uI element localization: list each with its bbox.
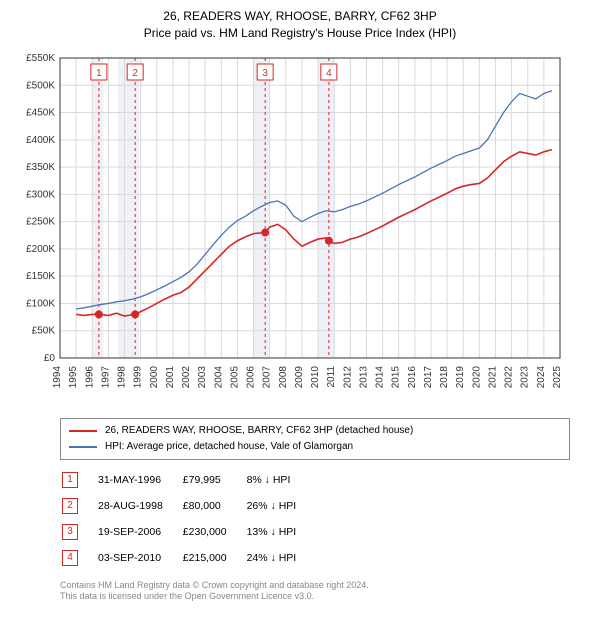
x-tick-label: 2025 — [552, 365, 563, 388]
x-tick-label: 2010 — [310, 365, 321, 388]
x-tick-label: 2001 — [165, 365, 176, 388]
event-marker: 3 — [62, 524, 78, 540]
event-delta: 24% ↓ HPI — [247, 546, 315, 570]
event-marker: 4 — [62, 550, 78, 566]
x-tick-label: 2009 — [294, 365, 305, 388]
event-delta: 8% ↓ HPI — [247, 468, 315, 492]
x-tick-label: 2005 — [229, 365, 240, 388]
x-tick-label: 1996 — [84, 365, 95, 388]
y-tick-label: £500K — [26, 80, 55, 91]
event-row: 4 03-SEP-2010£215,00024% ↓ HPI — [62, 546, 314, 570]
event-marker: 2 — [62, 498, 78, 514]
y-tick-label: £450K — [26, 107, 55, 118]
x-tick-label: 2021 — [487, 365, 498, 388]
legend-item: 26, READERS WAY, RHOOSE, BARRY, CF62 3HP… — [69, 423, 561, 439]
title-line-2: Price paid vs. HM Land Registry's House … — [10, 25, 590, 42]
series-property — [76, 149, 552, 315]
marker-point — [261, 228, 269, 236]
x-tick-label: 2000 — [149, 365, 160, 388]
chart-title: 26, READERS WAY, RHOOSE, BARRY, CF62 3HP… — [10, 8, 590, 42]
marker-point — [131, 310, 139, 318]
attribution-line-2: This data is licensed under the Open Gov… — [60, 591, 570, 603]
event-date: 03-SEP-2010 — [98, 546, 181, 570]
x-tick-label: 2003 — [197, 365, 208, 388]
svg-text:4: 4 — [326, 68, 332, 79]
y-tick-label: £100K — [26, 298, 55, 309]
x-tick-label: 1995 — [68, 365, 79, 388]
event-row: 1 31-MAY-1996£79,9958% ↓ HPI — [62, 468, 314, 492]
x-tick-label: 2002 — [181, 365, 192, 388]
event-delta: 26% ↓ HPI — [247, 494, 315, 518]
x-tick-label: 2024 — [536, 365, 547, 388]
legend-label: HPI: Average price, detached house, Vale… — [105, 439, 353, 455]
x-tick-label: 2023 — [520, 365, 531, 388]
event-price: £80,000 — [183, 494, 245, 518]
event-date: 28-AUG-1998 — [98, 494, 181, 518]
svg-text:1: 1 — [96, 68, 102, 79]
marker-point — [95, 310, 103, 318]
y-tick-label: £50K — [32, 325, 56, 336]
chart-svg: 1 2 3 4 £0 £50K £100K £150K £200K £250K £300K £350K… — [10, 48, 590, 408]
event-price: £215,000 — [183, 546, 245, 570]
y-tick-label: £200K — [26, 244, 55, 255]
y-tick-label: £550K — [26, 53, 55, 64]
x-tick-label: 2019 — [455, 365, 466, 388]
legend-label: 26, READERS WAY, RHOOSE, BARRY, CF62 3HP… — [105, 423, 413, 439]
x-tick-label: 2004 — [213, 365, 224, 388]
y-tick-label: £250K — [26, 216, 55, 227]
marker-point — [325, 236, 333, 244]
y-tick-label: £300K — [26, 189, 55, 200]
event-delta: 13% ↓ HPI — [247, 520, 315, 544]
svg-text:3: 3 — [262, 68, 268, 79]
x-tick-label: 2016 — [407, 365, 418, 388]
x-tick-label: 2006 — [246, 365, 257, 388]
x-tick-label: 2013 — [358, 365, 369, 388]
event-row: 2 28-AUG-1998£80,00026% ↓ HPI — [62, 494, 314, 518]
x-tick-label: 2008 — [278, 365, 289, 388]
x-tick-label: 2014 — [375, 365, 386, 388]
x-tick-label: 2011 — [326, 365, 337, 387]
y-tick-label: £150K — [26, 271, 55, 282]
event-date: 31-MAY-1996 — [98, 468, 181, 492]
event-marker: 1 — [62, 472, 78, 488]
attribution: Contains HM Land Registry data © Crown c… — [60, 580, 570, 603]
x-tick-label: 2018 — [439, 365, 450, 388]
x-tick-label: 1997 — [100, 365, 111, 388]
x-tick-label: 2017 — [423, 365, 434, 388]
legend-swatch — [69, 430, 97, 432]
x-tick-label: 2020 — [471, 365, 482, 388]
x-tick-label: 2022 — [504, 365, 515, 388]
attribution-line-1: Contains HM Land Registry data © Crown c… — [60, 580, 570, 592]
x-tick-label: 1998 — [117, 365, 128, 388]
x-tick-label: 1999 — [133, 365, 144, 388]
legend-swatch — [69, 446, 97, 448]
legend-item: HPI: Average price, detached house, Vale… — [69, 439, 561, 455]
events-table: 131-MAY-1996£79,9958% ↓ HPI228-AUG-1998£… — [60, 466, 316, 572]
event-row: 3 19-SEP-2006£230,00013% ↓ HPI — [62, 520, 314, 544]
x-tick-label: 2015 — [391, 365, 402, 388]
y-tick-label: £0 — [44, 353, 56, 364]
y-tick-label: £400K — [26, 134, 55, 145]
legend: 26, READERS WAY, RHOOSE, BARRY, CF62 3HP… — [60, 418, 570, 460]
y-tick-label: £350K — [26, 162, 55, 173]
x-tick-label: 2007 — [262, 365, 273, 388]
x-tick-label: 1994 — [52, 365, 63, 388]
event-date: 19-SEP-2006 — [98, 520, 181, 544]
title-line-1: 26, READERS WAY, RHOOSE, BARRY, CF62 3HP — [10, 8, 590, 25]
event-price: £230,000 — [183, 520, 245, 544]
svg-text:2: 2 — [132, 68, 138, 79]
event-price: £79,995 — [183, 468, 245, 492]
chart-plot-area: 1 2 3 4 £0 £50K £100K £150K £200K £250K £300K £350K… — [10, 48, 590, 408]
x-tick-label: 2012 — [342, 365, 353, 388]
chart-container: { "title_line1": "26, READERS WAY, RHOOS… — [0, 0, 600, 611]
